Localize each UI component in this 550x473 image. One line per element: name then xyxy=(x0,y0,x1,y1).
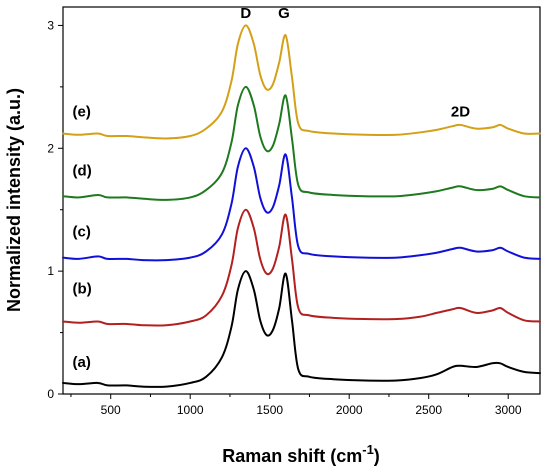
x-axis-title: Raman shift (cm-1) xyxy=(222,442,380,466)
plot-frame xyxy=(62,6,541,395)
series-line-3 xyxy=(62,147,541,262)
series-label-2: (b) xyxy=(73,280,92,297)
series-labels: (a) (b) (c) (d) (e) xyxy=(73,103,92,371)
series-layer xyxy=(62,24,541,388)
series-line-5 xyxy=(62,24,541,140)
series-label-3: (c) xyxy=(73,224,91,241)
y-tick-label: 2 xyxy=(47,141,54,155)
series-line-1 xyxy=(62,270,541,388)
peak-annotation-2: G xyxy=(278,5,290,22)
series-line-4 xyxy=(62,85,541,201)
x-tick-label: 1500 xyxy=(256,403,283,417)
y-tick-label: 3 xyxy=(47,18,54,32)
x-tick-label: 500 xyxy=(101,403,121,417)
y-tick-label: 0 xyxy=(47,387,54,401)
x-axis-title-sup: -1 xyxy=(362,442,374,457)
y-tick-label: 1 xyxy=(47,264,54,278)
series-label-5: (e) xyxy=(73,103,91,120)
x-tick-label: 2000 xyxy=(336,403,363,417)
peak-annotations: D G 2D xyxy=(240,5,470,120)
x-tick-label: 2500 xyxy=(415,403,442,417)
peak-annotation-1: D xyxy=(240,5,251,22)
x-tick-label: 1000 xyxy=(177,403,204,417)
y-ticks: 0 1 2 3 xyxy=(47,18,63,401)
peak-annotation-3: 2D xyxy=(451,103,470,120)
series-label-1: (a) xyxy=(73,354,91,371)
x-axis-title-close: ) xyxy=(374,446,380,466)
x-ticks: 500 1000 1500 2000 2500 3000 xyxy=(70,394,522,417)
series-line-2 xyxy=(62,208,541,327)
x-tick-label: 3000 xyxy=(495,403,522,417)
y-axis-title: Normalized intensity (a.u.) xyxy=(4,88,24,312)
series-label-4: (d) xyxy=(73,162,92,179)
